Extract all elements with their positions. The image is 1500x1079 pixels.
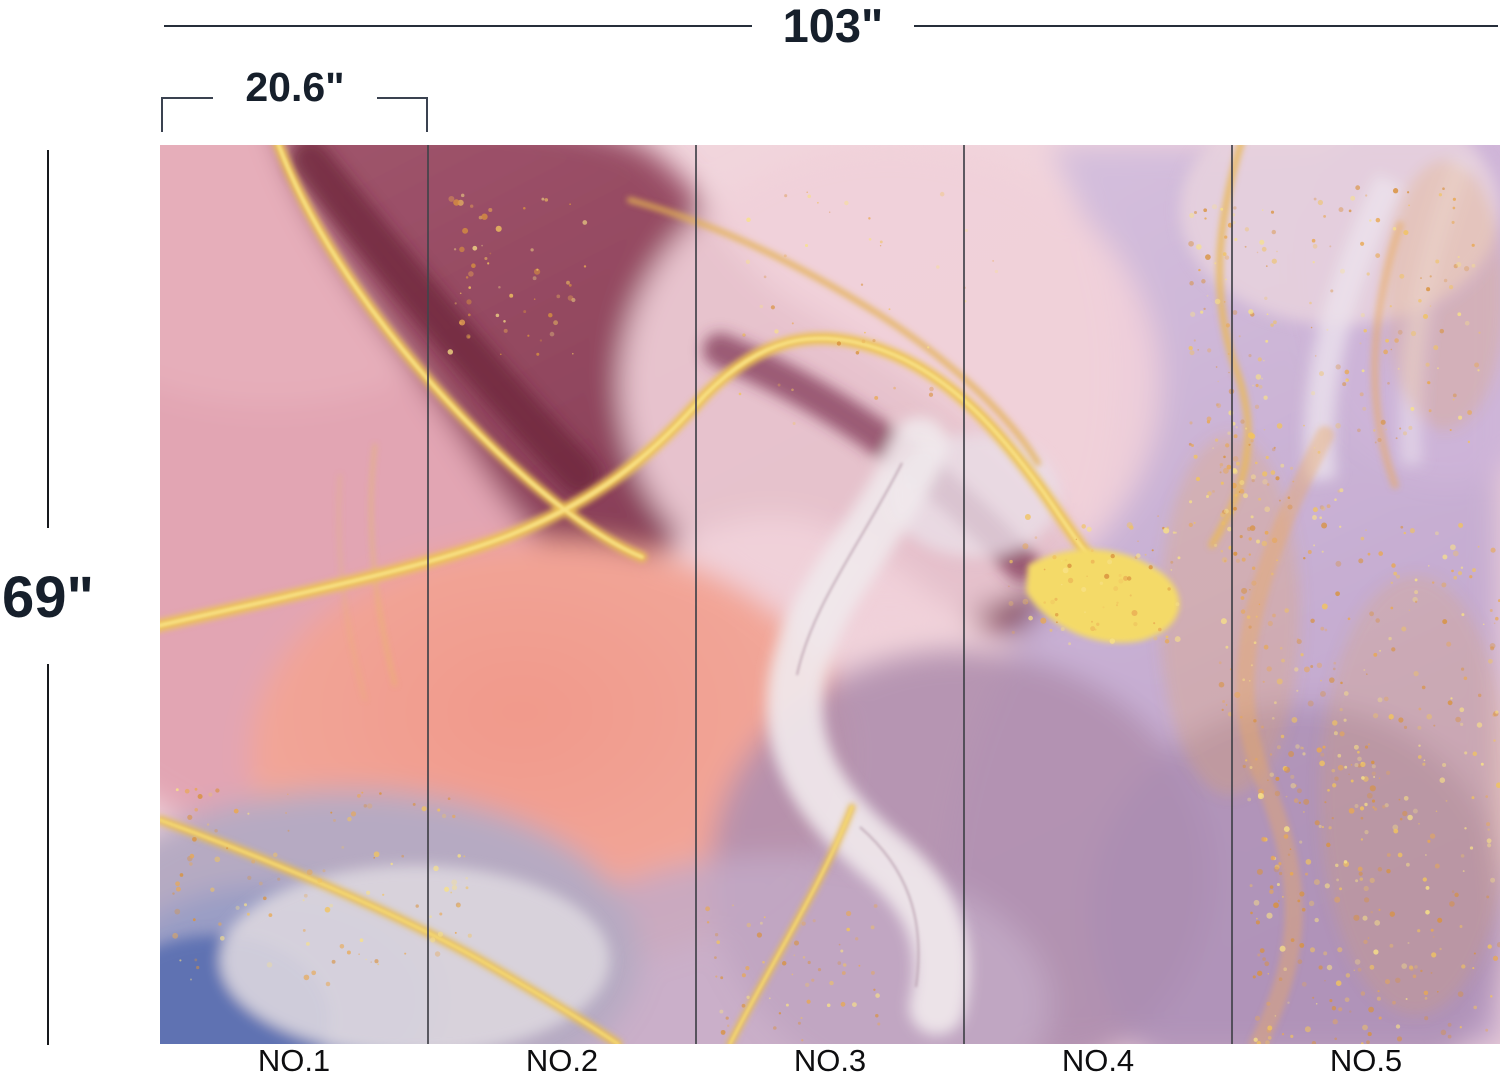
marble-art	[160, 145, 1500, 1044]
panel-divider-4	[1231, 145, 1233, 1044]
wallpaper-mural-image	[160, 145, 1500, 1044]
panel-divider-1	[427, 145, 429, 1044]
total-width-label: 103"	[752, 0, 914, 52]
panel-width-label: 20.6"	[213, 64, 377, 110]
panel-label-no4: NO.4	[1061, 1043, 1135, 1078]
panel-label-no5: NO.5	[1329, 1043, 1403, 1078]
panel-label-no2: NO.2	[525, 1043, 599, 1078]
panel-label-no1: NO.1	[257, 1043, 331, 1078]
height-label: 69"	[0, 528, 102, 664]
gold-glitter-speckles	[172, 185, 1500, 1044]
panel-label-no3: NO.3	[793, 1043, 867, 1078]
panel-label-row: NO.1 NO.2 NO.3 NO.4 NO.5	[160, 1044, 1500, 1079]
panel-divider-3	[963, 145, 965, 1044]
panel-divider-2	[695, 145, 697, 1044]
